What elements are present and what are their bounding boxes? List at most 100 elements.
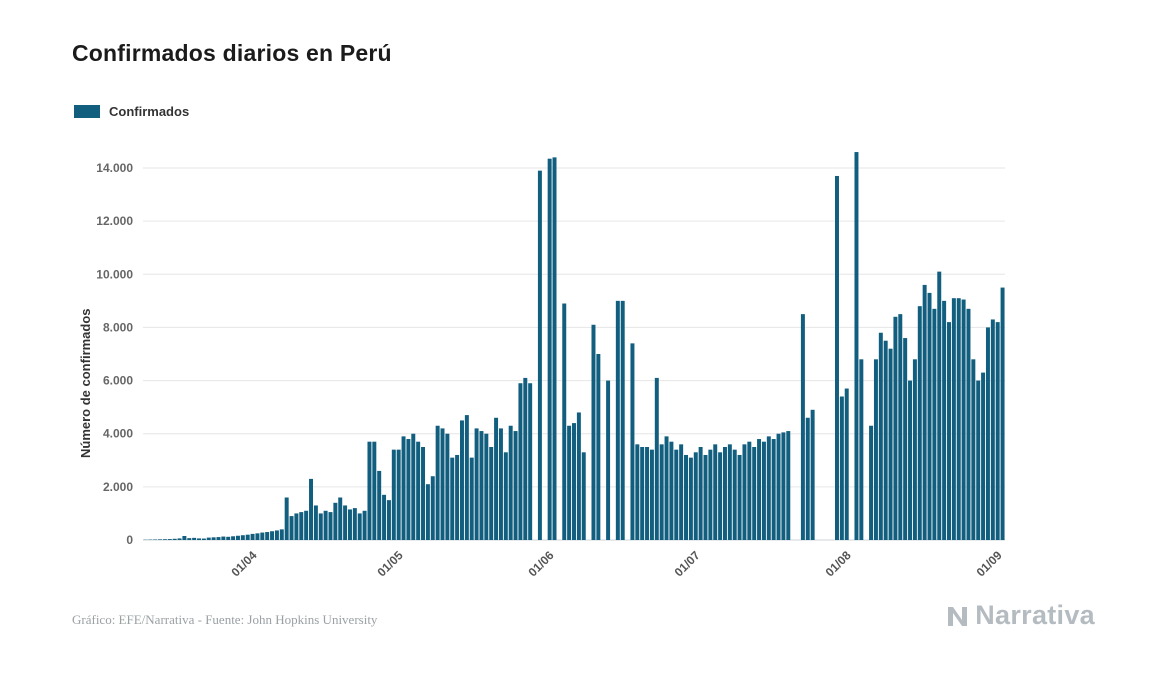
- bar[interactable]: [162, 539, 167, 540]
- bar[interactable]: [932, 308, 937, 540]
- bar[interactable]: [177, 538, 182, 540]
- bar[interactable]: [873, 359, 878, 540]
- bar[interactable]: [576, 412, 581, 540]
- bar[interactable]: [299, 512, 304, 540]
- bar[interactable]: [187, 538, 192, 540]
- bar[interactable]: [552, 157, 557, 540]
- bar[interactable]: [396, 449, 401, 540]
- bar[interactable]: [508, 425, 513, 540]
- bar[interactable]: [708, 449, 713, 540]
- bar[interactable]: [966, 308, 971, 540]
- bar[interactable]: [455, 454, 460, 540]
- bar[interactable]: [664, 436, 669, 540]
- bar[interactable]: [654, 377, 659, 540]
- bar[interactable]: [367, 441, 372, 540]
- bar[interactable]: [771, 439, 776, 540]
- bar[interactable]: [927, 292, 932, 540]
- bar[interactable]: [688, 457, 693, 540]
- bar[interactable]: [464, 415, 469, 540]
- bar[interactable]: [567, 425, 572, 540]
- bar[interactable]: [669, 441, 674, 540]
- bar[interactable]: [489, 447, 494, 540]
- bar[interactable]: [304, 510, 309, 540]
- bar[interactable]: [922, 284, 927, 540]
- bar[interactable]: [562, 303, 567, 540]
- bar[interactable]: [197, 538, 201, 540]
- bar[interactable]: [362, 510, 367, 540]
- bar[interactable]: [153, 539, 158, 540]
- bar[interactable]: [338, 497, 343, 540]
- bar[interactable]: [469, 457, 474, 540]
- bar[interactable]: [781, 432, 786, 540]
- bar[interactable]: [951, 298, 956, 540]
- bar[interactable]: [435, 425, 440, 540]
- bar[interactable]: [786, 431, 791, 540]
- bar[interactable]: [357, 513, 362, 540]
- bar[interactable]: [981, 372, 986, 540]
- bar[interactable]: [937, 271, 942, 540]
- bar[interactable]: [518, 383, 523, 540]
- bar[interactable]: [961, 299, 966, 540]
- bar[interactable]: [635, 444, 640, 540]
- bar[interactable]: [766, 436, 771, 540]
- bar[interactable]: [805, 417, 810, 540]
- bar[interactable]: [216, 537, 221, 540]
- bar[interactable]: [421, 447, 426, 540]
- bar[interactable]: [844, 388, 849, 540]
- bar[interactable]: [192, 537, 197, 540]
- bar[interactable]: [591, 324, 596, 540]
- bar[interactable]: [240, 535, 245, 540]
- bar[interactable]: [313, 505, 318, 540]
- bar[interactable]: [878, 332, 883, 540]
- bar[interactable]: [645, 447, 650, 540]
- bar[interactable]: [640, 447, 645, 540]
- bar[interactable]: [513, 431, 518, 540]
- bar[interactable]: [776, 433, 781, 540]
- bar[interactable]: [245, 534, 250, 540]
- bar[interactable]: [445, 433, 450, 540]
- bar[interactable]: [995, 322, 1000, 540]
- bar[interactable]: [211, 537, 216, 540]
- bar[interactable]: [903, 338, 908, 540]
- bar[interactable]: [985, 327, 990, 540]
- bar[interactable]: [547, 158, 552, 540]
- bar[interactable]: [893, 316, 898, 540]
- bar[interactable]: [201, 538, 206, 540]
- bar[interactable]: [747, 441, 752, 540]
- bar[interactable]: [912, 359, 917, 540]
- bar[interactable]: [908, 380, 913, 540]
- bar[interactable]: [284, 497, 289, 540]
- bar[interactable]: [898, 314, 903, 540]
- bar[interactable]: [859, 359, 864, 540]
- bar[interactable]: [835, 175, 839, 540]
- bar[interactable]: [309, 478, 313, 540]
- bar[interactable]: [659, 444, 664, 540]
- bar[interactable]: [401, 436, 406, 540]
- legend-item-confirmados[interactable]: Confirmados: [74, 104, 189, 119]
- bar[interactable]: [528, 383, 533, 540]
- bar[interactable]: [323, 510, 328, 540]
- bar[interactable]: [679, 444, 684, 540]
- bar[interactable]: [942, 300, 947, 540]
- bar[interactable]: [581, 452, 586, 540]
- bar[interactable]: [430, 476, 435, 540]
- bar[interactable]: [231, 536, 236, 540]
- bar[interactable]: [274, 530, 279, 540]
- bar[interactable]: [976, 380, 981, 540]
- bar[interactable]: [411, 433, 416, 540]
- bar[interactable]: [727, 444, 732, 540]
- bar[interactable]: [869, 425, 874, 540]
- bar[interactable]: [718, 452, 723, 540]
- bar[interactable]: [255, 533, 260, 540]
- bar[interactable]: [172, 538, 177, 540]
- bar[interactable]: [956, 298, 961, 540]
- bar[interactable]: [386, 500, 391, 540]
- bar[interactable]: [971, 359, 976, 540]
- bar[interactable]: [206, 537, 211, 540]
- bar[interactable]: [523, 377, 528, 540]
- bar[interactable]: [474, 428, 479, 540]
- bar[interactable]: [572, 423, 576, 540]
- bar[interactable]: [498, 428, 503, 540]
- bar[interactable]: [537, 170, 542, 540]
- bar[interactable]: [722, 447, 727, 540]
